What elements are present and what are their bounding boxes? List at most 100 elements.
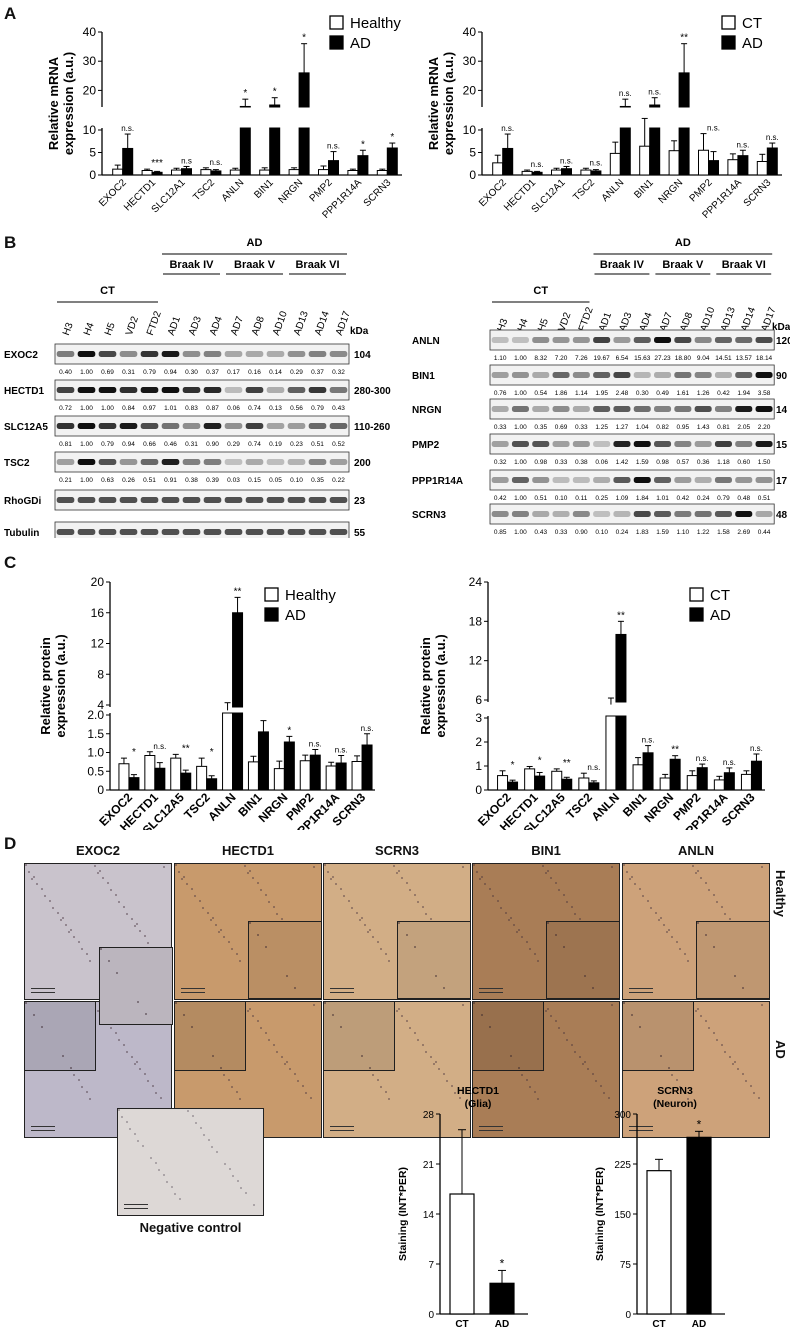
- legend-label: AD: [710, 607, 731, 624]
- bar-ct: [449, 1193, 475, 1315]
- cell-nucleus: [529, 948, 531, 950]
- cell-nucleus: [660, 1055, 662, 1057]
- cell-nucleus: [81, 1086, 83, 1088]
- cell-nucleus: [276, 913, 278, 915]
- hectd1-glia-quant-chart: HECTD1(Glia) 0 7 14 21 28 Staining (INT*PER) CT…: [397, 1085, 528, 1328]
- cell-nucleus: [724, 913, 726, 915]
- ihc-inset-healthy: [397, 921, 471, 999]
- cell-nucleus: [313, 1004, 315, 1006]
- bar-ad: [210, 170, 222, 176]
- significance-label: n.s.: [209, 158, 222, 167]
- cell-nucleus: [510, 917, 512, 919]
- bar-healthy: [351, 761, 363, 791]
- cell-nucleus: [558, 1027, 560, 1029]
- bar-ad: [507, 781, 519, 791]
- blot-name: HECTD1: [4, 386, 44, 397]
- lane-label: H4: [516, 317, 531, 333]
- blot-band: [56, 459, 75, 465]
- legend-label: AD: [285, 607, 306, 624]
- bar-ct: [609, 152, 621, 176]
- cell-nucleus: [89, 960, 91, 962]
- densitometry-value: 1.61: [677, 390, 690, 397]
- cell-nucleus: [44, 895, 46, 897]
- cell-nucleus: [414, 894, 416, 896]
- significance-label: n.s.: [327, 142, 340, 151]
- blot-band: [633, 372, 651, 378]
- blot-kda: 14: [776, 405, 788, 416]
- significance-label: n.s.: [696, 754, 709, 763]
- y-tick-label: 0: [97, 783, 104, 797]
- densitometry-value: 1.00: [514, 390, 527, 397]
- bar-ad: [669, 758, 681, 791]
- cell-nucleus: [518, 929, 520, 931]
- densitometry-value: 1.94: [737, 390, 750, 397]
- braak-label: Braak VI: [295, 259, 339, 271]
- cell-nucleus: [41, 888, 43, 890]
- cell-nucleus: [695, 872, 697, 874]
- cell-nucleus: [574, 913, 576, 915]
- y-tick-label: 8: [97, 667, 104, 681]
- group-label-ad: AD: [675, 238, 691, 249]
- cell-nucleus: [534, 953, 536, 955]
- cell-nucleus: [199, 900, 201, 902]
- densitometry-value: 1.43: [697, 424, 710, 431]
- cell-nucleus: [361, 917, 363, 919]
- cell-nucleus: [430, 918, 432, 920]
- significance-label: **: [182, 743, 190, 754]
- cell-nucleus: [335, 883, 337, 885]
- densitometry-value: 0.43: [534, 529, 547, 536]
- densitometry-value: 2.48: [616, 390, 629, 397]
- bar-ct: [646, 1170, 672, 1315]
- densitometry-value: 15.63: [634, 355, 651, 362]
- bar-healthy: [229, 169, 241, 176]
- densitometry-value: 8.32: [534, 355, 547, 362]
- cell-nucleus: [252, 1015, 254, 1017]
- cell-nucleus: [28, 871, 30, 873]
- cell-nucleus: [327, 871, 329, 873]
- bar-ct: [756, 161, 768, 176]
- cell-nucleus: [126, 913, 128, 915]
- significance-label: *: [511, 760, 515, 771]
- blot-name: RhoGDi: [4, 496, 41, 507]
- blot-band: [572, 406, 590, 412]
- blot-band: [593, 337, 611, 343]
- blot-band: [714, 511, 732, 517]
- cell-nucleus: [203, 1134, 205, 1136]
- cell-nucleus: [396, 1010, 398, 1012]
- cell-nucleus: [367, 931, 369, 933]
- densitometry-value: 0.15: [248, 477, 261, 484]
- cell-nucleus: [86, 1091, 88, 1093]
- bar-healthy: [141, 170, 153, 176]
- ihc-inset-ad: [472, 1001, 544, 1071]
- significance-label: *: [500, 1256, 505, 1270]
- cell-nucleus: [372, 1074, 374, 1076]
- bar-ct: [632, 764, 644, 791]
- bar-ad: [588, 782, 600, 791]
- blot-band: [593, 372, 611, 378]
- cell-nucleus: [115, 1032, 117, 1034]
- blot-band: [140, 423, 159, 429]
- y-tick-label: 0: [469, 168, 476, 182]
- cell-nucleus: [473, 1002, 475, 1004]
- cell-nucleus: [380, 1086, 382, 1088]
- blot-band: [654, 441, 672, 447]
- densitometry-value: 2.20: [758, 424, 771, 431]
- cell-nucleus: [603, 1092, 605, 1094]
- cell-nucleus: [758, 1097, 760, 1099]
- cell-nucleus: [137, 1001, 139, 1003]
- cell-nucleus: [236, 1091, 238, 1093]
- cell-nucleus: [332, 1014, 334, 1016]
- densitometry-value: 0.42: [494, 495, 507, 502]
- category-label: NRGN: [277, 177, 306, 206]
- densitometry-value: 1.00: [514, 495, 527, 502]
- lane-label: H3: [496, 317, 511, 333]
- blot-band: [593, 406, 611, 412]
- densitometry-value: 0.24: [697, 495, 710, 502]
- blot-strip: [54, 415, 350, 437]
- cell-nucleus: [340, 1026, 342, 1028]
- cell-nucleus: [623, 864, 625, 866]
- bar-healthy: [118, 763, 130, 791]
- cell-nucleus: [761, 1004, 763, 1006]
- blot-band: [98, 423, 117, 429]
- blot-band: [140, 529, 159, 535]
